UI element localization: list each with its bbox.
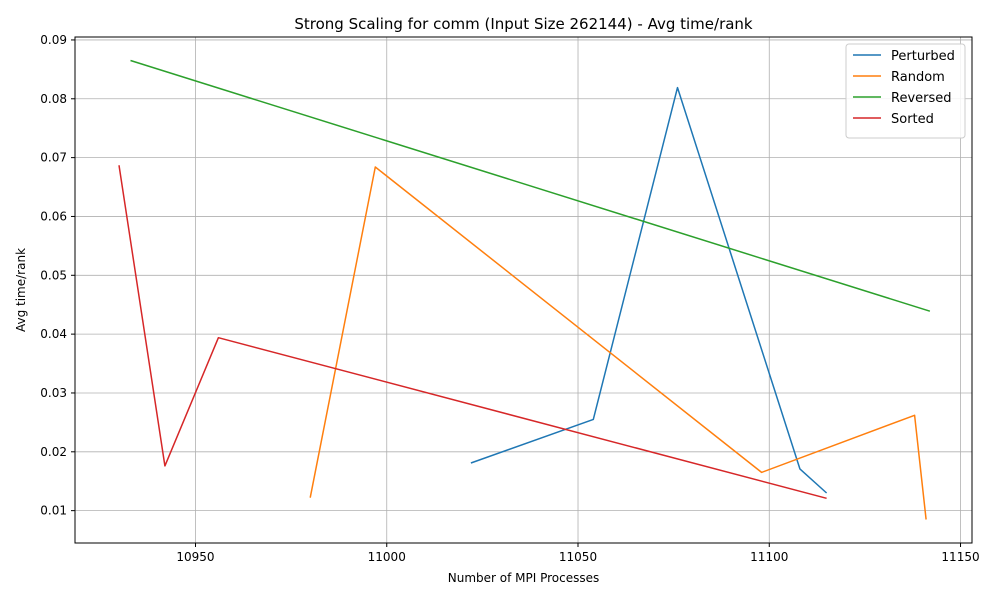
- y-tick-label: 0.05: [40, 268, 67, 282]
- legend-box: [845, 43, 966, 139]
- x-axis-label: Number of MPI Processes: [448, 571, 600, 585]
- y-tick-label: 0.07: [40, 151, 67, 165]
- legend-label-reversed: Reversed: [891, 91, 952, 106]
- axis-ticks: 10950 11000 11050 11100 11150 0.01 0.02 0.03 0.0…: [40, 33, 979, 564]
- series-line-random: [309, 166, 927, 520]
- x-tick-label: 11000: [368, 550, 406, 564]
- chart-title: Strong Scaling for comm (Input Size 2621…: [294, 15, 753, 33]
- legend-label-sorted: Sorted: [891, 112, 934, 127]
- y-tick-label: 0.04: [40, 327, 67, 341]
- x-tick-label: 11050: [559, 550, 597, 564]
- y-tick-label: 0.08: [40, 92, 67, 106]
- x-tick-label: 11150: [941, 550, 979, 564]
- y-tick-label: 0.01: [40, 504, 67, 518]
- y-tick-label: 0.09: [40, 33, 67, 47]
- plot-area-frame: [74, 36, 973, 544]
- series-line-reversed: [130, 59, 931, 312]
- legend-label-perturbed: Perturbed: [891, 49, 955, 64]
- y-tick-label: 0.03: [40, 386, 67, 400]
- grid-lines: [75, 37, 972, 543]
- series-line-perturbed: [470, 86, 828, 494]
- x-tick-label: 10950: [176, 550, 214, 564]
- series-lines: [118, 59, 931, 520]
- y-axis-label: Avg time/rank: [14, 248, 28, 332]
- series-line-sorted: [118, 165, 827, 500]
- legend-label-random: Random: [891, 70, 945, 85]
- y-tick-label: 0.06: [40, 209, 67, 223]
- x-tick-label: 11100: [750, 550, 788, 564]
- legend: Perturbed Random Reversed Sorted: [845, 43, 966, 139]
- y-tick-label: 0.02: [40, 445, 67, 459]
